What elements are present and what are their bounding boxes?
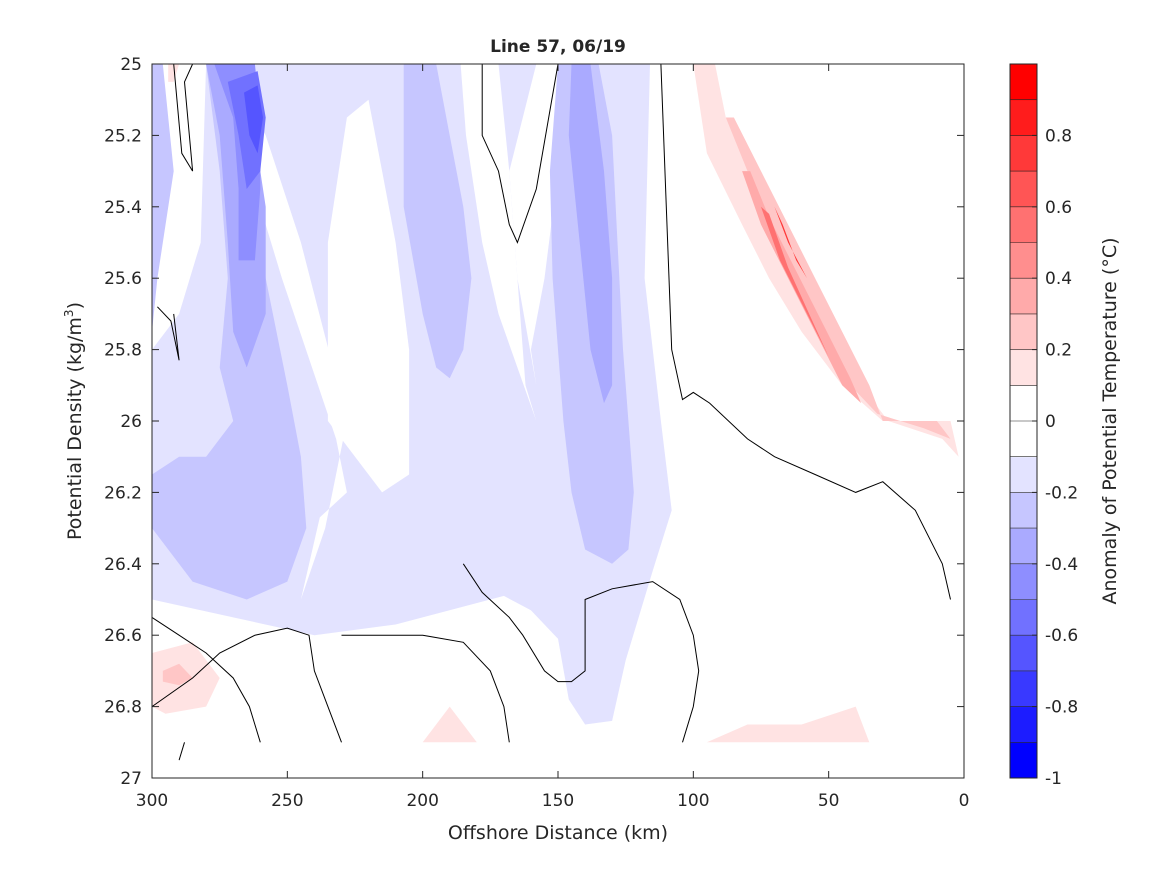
zero-contour-line-3	[157, 306, 180, 361]
y-tick-label: 25.8	[104, 341, 142, 361]
colorbar-swatch	[1010, 706, 1037, 743]
anomaly-region-20	[162, 663, 193, 686]
anomaly-region-18	[168, 64, 180, 82]
anomaly-region-6	[152, 64, 307, 600]
chart-title: Line 57, 06/19	[490, 37, 626, 57]
y-tick-label: 25.6	[104, 269, 142, 289]
anomaly-region-5	[152, 64, 174, 332]
colorbar-tick-label: -0.6	[1045, 626, 1078, 646]
anomaly-region-13	[244, 85, 263, 154]
y-tick-label: 25	[120, 55, 142, 75]
zero-contour-line-6	[151, 627, 342, 743]
colorbar-swatch	[1010, 635, 1037, 672]
y-tick-label: 26	[120, 412, 142, 432]
colorbar-tick-label: 0.4	[1045, 269, 1072, 289]
y-axis-label-main: Potential Density (kg/m	[64, 317, 86, 540]
anomaly-region-14	[693, 64, 959, 457]
x-tick-label: 150	[542, 791, 574, 811]
x-tick-label: 200	[406, 791, 438, 811]
colorbar-tick-label: 0	[1045, 412, 1056, 432]
anomaly-region-3	[460, 64, 537, 421]
colorbar-label: Anomaly of Potential Temperature (°C)	[1099, 238, 1121, 605]
anomaly-region-1	[246, 99, 347, 600]
y-axis-label-superscript: 3	[62, 309, 76, 317]
colorbar-swatch	[1010, 278, 1037, 315]
colorbar-swatch	[1010, 313, 1037, 351]
colorbar-swatch	[1010, 670, 1037, 708]
colorbar-swatch	[1010, 242, 1037, 279]
y-tick-label: 26.2	[104, 483, 142, 503]
colorbar-swatch	[1010, 171, 1037, 208]
zero-anomaly-contours	[151, 63, 951, 761]
x-tick-label: 100	[677, 791, 709, 811]
plot-area: 300 250 200 150 100 50 0 2525.225.425.625.8262…	[104, 55, 969, 811]
y-axis-label-tail: )	[64, 302, 86, 309]
colorbar-swatch	[1010, 528, 1037, 565]
anomaly-region-7	[403, 64, 472, 379]
x-tick-label: 250	[271, 791, 303, 811]
colorbar-swatch	[1010, 349, 1037, 386]
colorbar-tick-label: -0.8	[1045, 698, 1078, 718]
colorbar-swatch	[1010, 135, 1037, 172]
y-axis-label: Potential Density (kg/m3)	[62, 302, 86, 540]
colorbar-tick-label: -0.2	[1045, 483, 1078, 503]
y-axis-ticks: 25 25.2 25.4 25.6 25.8 26 26.2 26.4 26.6 26.8 27	[104, 55, 964, 789]
colorbar: 0.8 0.6 0.4 0.2 0 -0.2 -0.4 -0.6 -0.8 -1 Anomaly …	[1009, 63, 1121, 789]
colorbar-tick-label: 0.8	[1045, 126, 1072, 146]
y-tick-label: 25.4	[104, 198, 142, 218]
colorbar-tick-label: 0.6	[1045, 198, 1072, 218]
y-tick-label: 26.6	[104, 626, 142, 646]
zero-contour-line-7	[341, 634, 510, 743]
colorbar-swatch	[1010, 99, 1037, 136]
y-tick-label: 25.2	[104, 126, 142, 146]
colorbar-ticks: 0.8 0.6 0.4 0.2 0 -0.2 -0.4 -0.6 -0.8 -1	[1032, 126, 1078, 789]
anomaly-region-23	[774, 206, 807, 279]
x-tick-label: 50	[818, 791, 840, 811]
colorbar-swatch	[1010, 742, 1037, 779]
colorbar-swatch	[1010, 492, 1037, 529]
anomaly-region-16	[422, 706, 477, 743]
anomaly-region-19	[725, 117, 951, 439]
zero-contour-line-1	[173, 63, 194, 172]
y-tick-label: 27	[120, 769, 142, 789]
anomaly-region-2	[327, 99, 410, 493]
zero-contour-line-4	[151, 616, 261, 743]
zero-contour-line-2	[660, 63, 951, 600]
x-axis-label: Offshore Distance (km)	[448, 822, 668, 844]
y-tick-label: 26.8	[104, 698, 142, 718]
y-tick-label: 26.4	[104, 555, 142, 575]
colorbar-swatch	[1010, 421, 1037, 458]
x-tick-label: 0	[959, 791, 970, 811]
colorbar-swatch	[1010, 64, 1037, 101]
anomaly-region-10	[568, 64, 613, 404]
x-tick-label: 300	[136, 791, 168, 811]
colorbar-swatch	[1010, 456, 1037, 493]
colorbar-tick-label: 0.2	[1045, 341, 1072, 361]
anomaly-contour-fills	[152, 64, 959, 743]
colorbar-swatch	[1010, 599, 1037, 636]
x-axis-ticks: 300 250 200 150 100 50 0	[136, 64, 970, 811]
colorbar-tick-label: -1	[1045, 769, 1062, 789]
zero-contour-line-8	[462, 563, 700, 743]
colorbar-swatch	[1010, 206, 1037, 243]
colorbar-swatch	[1010, 385, 1037, 422]
zero-contour-line-0	[481, 63, 559, 244]
anomaly-region-17	[706, 706, 870, 743]
colorbar-swatches	[1010, 64, 1037, 779]
colorbar-tick-label: -0.4	[1045, 555, 1078, 575]
zero-contour-line-5	[178, 742, 185, 761]
anomaly-region-22	[761, 206, 829, 357]
colorbar-swatch	[1010, 563, 1037, 600]
